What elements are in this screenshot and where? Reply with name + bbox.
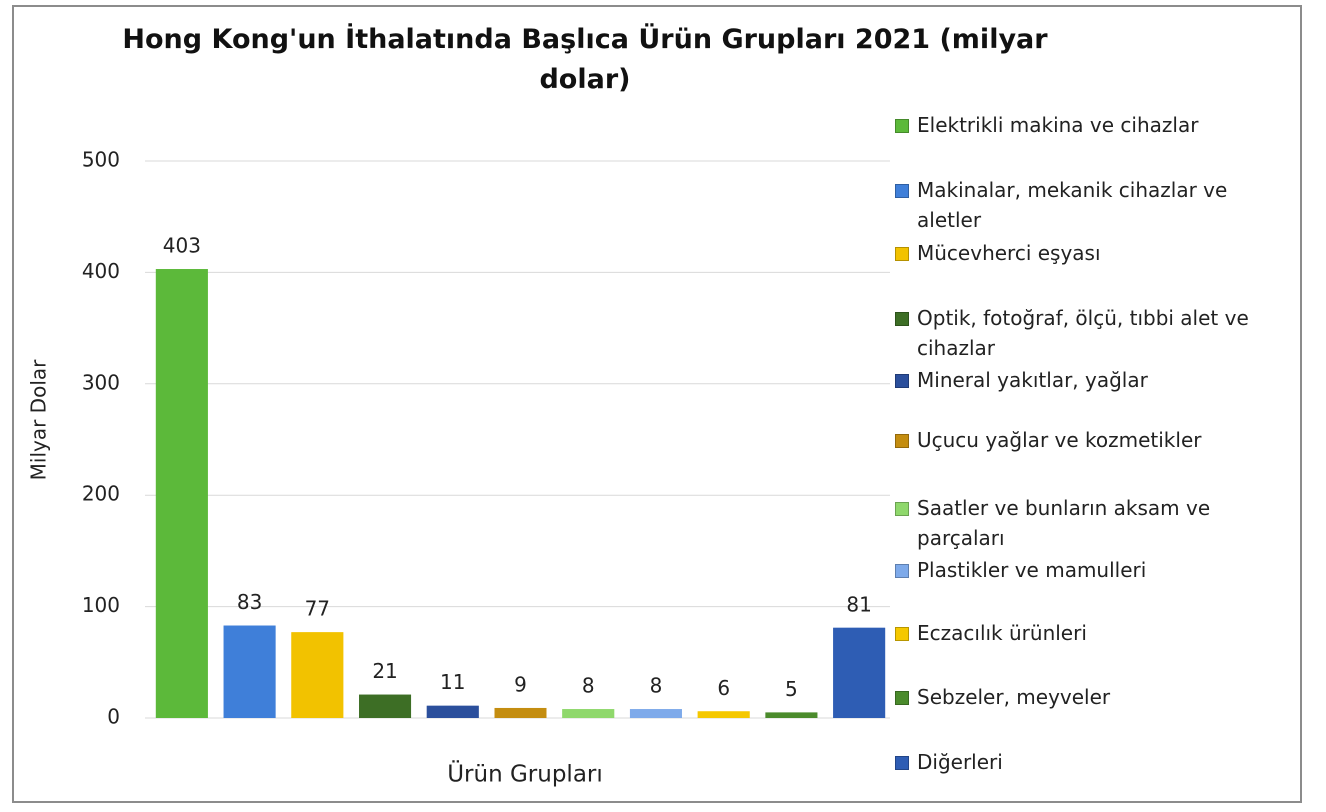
bar-shade: [223, 625, 276, 718]
data-label: 8: [582, 674, 595, 698]
legend-item: Diğerleri: [895, 747, 1295, 777]
y-tick-label: 500: [82, 148, 120, 172]
chart-title: Hong Kong'un İthalatında Başlıca Ürün Gr…: [122, 24, 1048, 95]
y-axis-title: Milyar Dolar: [27, 359, 51, 480]
bar-shade: [155, 269, 208, 718]
y-tick-label: 100: [82, 593, 120, 617]
legend-label: Mineral yakıtlar, yağlar: [917, 368, 1148, 392]
bar-shade: [765, 712, 818, 718]
legend-swatch: [895, 247, 909, 261]
y-tick-label: 300: [82, 370, 120, 394]
legend-item: Mücevherci eşyası: [895, 238, 1295, 268]
x-axis-title: Ürün Grupları: [447, 760, 603, 788]
legend-swatch: [895, 119, 909, 133]
legend-label: Mücevherci eşyası: [917, 241, 1101, 265]
legend-swatch: [895, 627, 909, 641]
legend-swatch: [895, 564, 909, 578]
legend-item: Optik, fotoğraf, ölçü, tıbbi alet ve cih…: [895, 303, 1295, 363]
legend-label: Diğerleri: [917, 750, 1003, 774]
legend-swatch: [895, 184, 909, 198]
bar-shade: [426, 705, 479, 718]
legend-item: Eczacılık ürünleri: [895, 618, 1295, 648]
bar-shade: [562, 709, 615, 718]
bar-shade: [359, 694, 412, 718]
data-label: 77: [305, 597, 330, 621]
legend-label: Optik, fotoğraf, ölçü, tıbbi alet ve cih…: [917, 306, 1249, 360]
bar-shade: [629, 709, 682, 718]
data-label: 5: [785, 677, 798, 701]
legend-label: Plastikler ve mamulleri: [917, 558, 1147, 582]
data-label: 403: [163, 234, 201, 258]
y-tick-label: 0: [107, 705, 120, 729]
legend-swatch: [895, 312, 909, 326]
legend-item: Uçucu yağlar ve kozmetikler: [895, 425, 1295, 455]
data-label: 83: [237, 590, 262, 614]
chart-frame: [12, 5, 1302, 803]
legend-swatch: [895, 691, 909, 705]
data-label: 21: [372, 659, 397, 683]
bar-shade: [291, 632, 344, 718]
legend-swatch: [895, 502, 909, 516]
legend-swatch: [895, 756, 909, 770]
data-label: 6: [717, 676, 730, 700]
bar-shade: [697, 711, 750, 718]
data-label: 9: [514, 672, 527, 696]
legend-item: Saatler ve bunların aksam ve parçaları: [895, 493, 1295, 553]
legend-item: Plastikler ve mamulleri: [895, 555, 1295, 585]
legend-item: Elektrikli makina ve cihazlar: [895, 110, 1295, 140]
data-label: 8: [650, 674, 663, 698]
bar-shade: [494, 707, 547, 718]
y-tick-label: 200: [82, 482, 120, 506]
bar-shade: [833, 627, 886, 718]
legend-label: Elektrikli makina ve cihazlar: [917, 113, 1199, 137]
legend-label: Uçucu yağlar ve kozmetikler: [917, 428, 1202, 452]
legend-item: Makinalar, mekanik cihazlar ve aletler: [895, 175, 1295, 235]
y-tick-label: 400: [82, 259, 120, 283]
legend-label: Makinalar, mekanik cihazlar ve aletler: [917, 178, 1228, 232]
legend-label: Eczacılık ürünleri: [917, 621, 1087, 645]
data-label: 81: [846, 592, 871, 616]
legend-item: Sebzeler, meyveler: [895, 682, 1295, 712]
legend-swatch: [895, 434, 909, 448]
legend-label: Sebzeler, meyveler: [917, 685, 1111, 709]
legend-item: Mineral yakıtlar, yağlar: [895, 365, 1295, 395]
legend-swatch: [895, 374, 909, 388]
legend-label: Saatler ve bunların aksam ve parçaları: [917, 496, 1211, 550]
data-label: 11: [440, 670, 465, 694]
